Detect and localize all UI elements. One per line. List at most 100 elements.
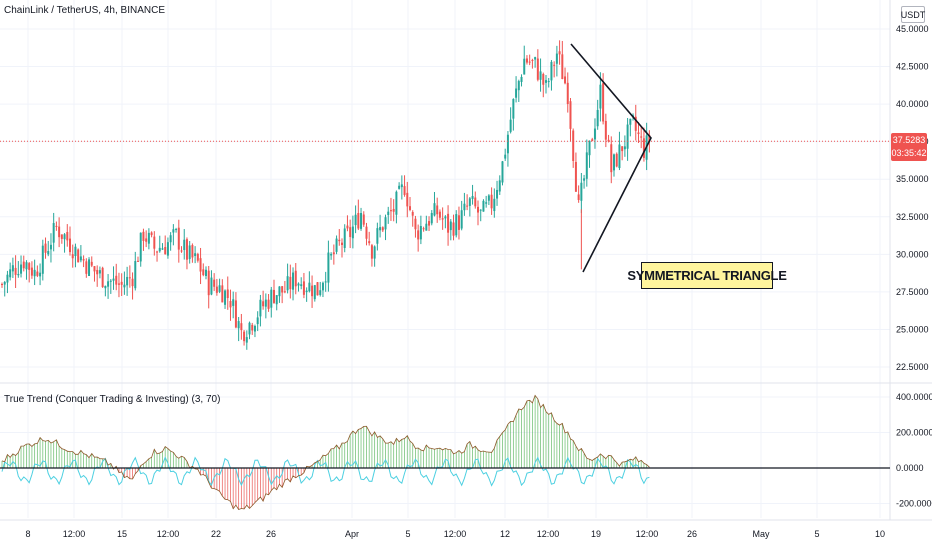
candle-body: [39, 272, 42, 277]
candle-body: [335, 238, 338, 252]
candle-body: [156, 251, 159, 253]
candle-body: [215, 286, 218, 293]
candle-body: [256, 317, 259, 325]
candle-body: [104, 285, 107, 289]
candle-body: [226, 289, 229, 299]
time-axis-label: 12:00: [636, 529, 659, 539]
candle-body: [319, 290, 322, 295]
candle-body: [69, 238, 71, 253]
candle-body: [506, 134, 509, 154]
candle-body: [221, 285, 224, 303]
candle-body: [161, 248, 164, 250]
candle-body: [172, 229, 175, 233]
candle-body: [441, 218, 444, 220]
candle-body: [166, 242, 169, 256]
candle-body: [28, 263, 31, 270]
bar-countdown: 03:35:42: [891, 148, 927, 158]
candle-body: [278, 286, 281, 297]
candle-body: [63, 234, 66, 240]
candle-body: [1, 284, 3, 286]
candle-body: [368, 241, 371, 244]
candle-body: [14, 267, 17, 275]
candle-body: [175, 229, 178, 231]
candle-body: [411, 211, 414, 216]
candle-body: [316, 282, 319, 296]
time-axis-label: 26: [266, 529, 276, 539]
candle-body: [517, 81, 520, 91]
candle-body: [289, 276, 292, 290]
candle-body: [550, 61, 553, 81]
candle-body: [422, 228, 425, 230]
candle-body: [237, 321, 240, 329]
candle-body: [112, 278, 115, 281]
candle-body: [55, 225, 58, 227]
candle-body: [496, 189, 499, 199]
candle-body: [381, 227, 384, 231]
time-axis-label: 26: [687, 529, 697, 539]
candle-body: [259, 299, 262, 317]
candle-body: [273, 289, 275, 303]
candle-body: [158, 247, 161, 252]
candle-body: [33, 269, 36, 277]
candle-body: [264, 299, 267, 307]
candle-body: [604, 120, 607, 140]
candle-body: [409, 206, 411, 210]
price-axis-label: 32.5000: [896, 212, 929, 222]
candle-body: [128, 277, 131, 279]
candle-body: [485, 202, 488, 204]
candle-body: [11, 265, 14, 272]
candle-body: [534, 57, 537, 60]
candle-body: [602, 83, 605, 122]
candle-body: [528, 61, 531, 63]
candle-body: [17, 273, 20, 276]
candle-body: [555, 53, 558, 64]
candle-body: [194, 253, 197, 257]
candle-body: [123, 284, 126, 288]
candle-body: [479, 209, 482, 211]
candle-body: [213, 279, 216, 287]
indicator-axis-label: 200.0000: [896, 428, 932, 438]
candle-body: [25, 262, 28, 270]
candle-body: [74, 246, 77, 257]
candle-body: [574, 161, 577, 192]
candle-body: [286, 276, 289, 291]
candle-body: [477, 206, 479, 213]
candle-body: [580, 182, 583, 201]
candle-body: [384, 217, 387, 230]
candle-body: [177, 227, 180, 250]
candle-body: [283, 291, 286, 293]
candle-body: [126, 276, 129, 286]
candle-body: [321, 282, 324, 291]
candle-body: [457, 215, 460, 230]
triangle-annotation[interactable]: SYMMETRICAL TRIANGLE: [627, 262, 787, 289]
candle-body: [449, 221, 452, 231]
candle-body: [545, 80, 547, 83]
candle-body: [207, 270, 210, 296]
candle-body: [311, 285, 314, 297]
candle-body: [115, 275, 118, 285]
candle-body: [403, 186, 406, 195]
time-axis-label: 8: [25, 529, 30, 539]
candle-body: [607, 139, 610, 142]
indicator-label[interactable]: True Trend (Conquer Trading & Investing)…: [4, 394, 221, 405]
candle-body: [98, 270, 101, 274]
candle-body: [547, 81, 550, 83]
candle-body: [360, 213, 363, 229]
candle-body: [351, 226, 354, 239]
candle-body: [131, 278, 134, 287]
candle-body: [501, 161, 504, 183]
candle-body: [599, 84, 602, 109]
candle-body: [438, 211, 441, 218]
currency-badge[interactable]: USDT: [901, 6, 925, 23]
price-axis-label: 22.5000: [896, 362, 929, 372]
candle-body: [229, 301, 232, 308]
candle-body: [327, 252, 330, 283]
price-axis-label: 42.5000: [896, 62, 929, 72]
candle-body: [139, 232, 142, 262]
candle-body: [88, 259, 91, 277]
candle-body: [44, 243, 47, 253]
time-axis-label: 12:00: [157, 529, 180, 539]
candle-body: [9, 269, 12, 278]
